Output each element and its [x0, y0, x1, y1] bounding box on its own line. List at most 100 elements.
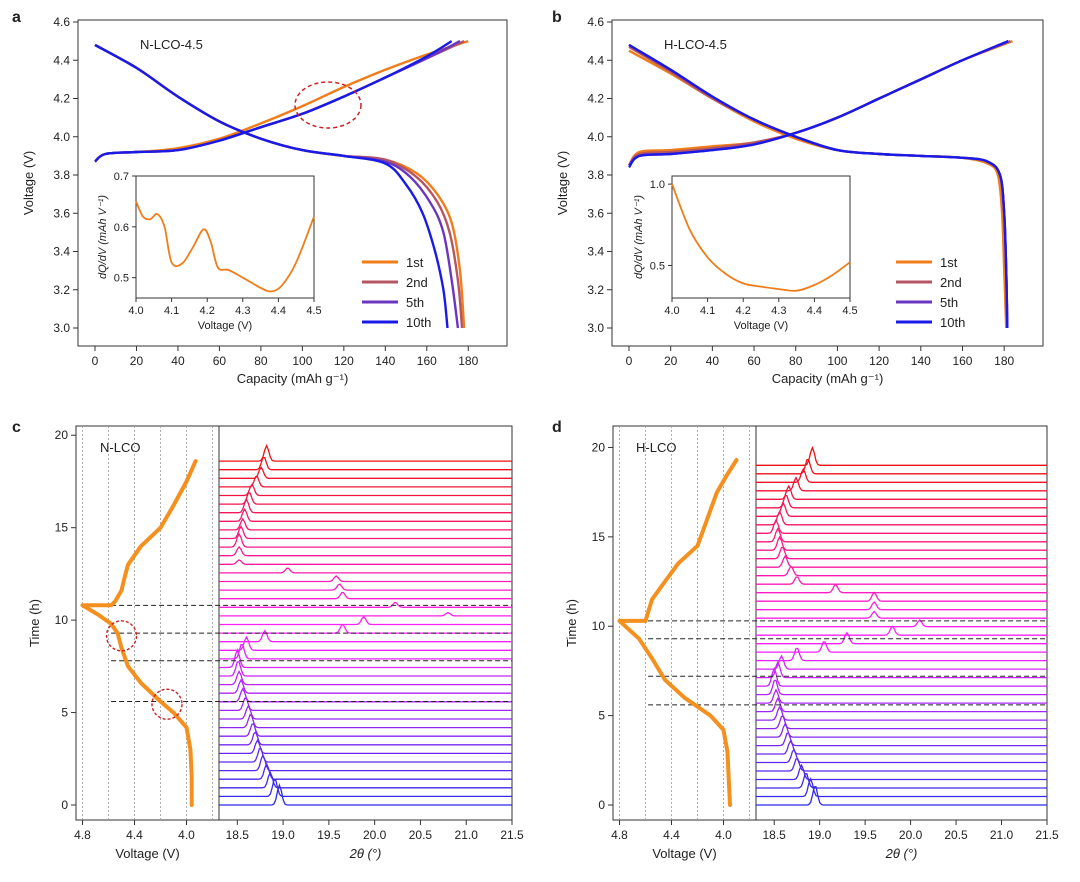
xrd-scan-c	[219, 444, 512, 462]
x-tick-label-a: 160	[417, 354, 437, 368]
x-tick-label-a: 80	[254, 354, 268, 368]
xrd-scan-c	[219, 687, 512, 703]
voltage-x-tick-label-d: 4.4	[663, 828, 680, 842]
xrd-scan-c	[219, 748, 512, 763]
time-y-tick-label-d: 15	[592, 530, 606, 544]
xrd-scan-d	[756, 484, 1047, 500]
xrd-scan-d	[756, 654, 1047, 670]
voltage-x-label-d: Voltage (V)	[652, 846, 716, 861]
xrd-scan-d	[756, 546, 1047, 560]
x-tick-label-b: 180	[994, 354, 1014, 368]
series-10th-charge-b	[628, 39, 1009, 169]
time-y-tick-label-d: 20	[592, 440, 606, 454]
inset-y-label-b: dQ/dV (mAh V⁻¹)	[633, 195, 645, 279]
xrd-frame-c	[218, 425, 513, 821]
y-tick-label-a: 3.6	[53, 206, 70, 220]
series-10th-discharge-b	[628, 43, 1009, 329]
x-tick-label-b: 20	[664, 354, 678, 368]
x-tick-label-a: 60	[213, 354, 227, 368]
time-y-tick-label-d: 5	[598, 709, 605, 723]
xrd-scan-d	[756, 660, 1047, 679]
y-tick-label-b: 3.0	[587, 321, 604, 335]
xrd-scan-c	[219, 635, 512, 651]
xrd-scan-c	[219, 476, 512, 488]
xrd-scan-c	[219, 498, 512, 514]
xrd-scan-d	[756, 518, 1047, 534]
xrd-scan-d	[756, 445, 1047, 466]
series-1st-charge-a	[94, 39, 469, 163]
xrd-scan-c	[219, 770, 512, 789]
inset-curve-b	[671, 183, 851, 292]
x-tick-label-b: 0	[626, 354, 633, 368]
xrd-scan-c	[219, 697, 512, 712]
xrd-scan-d	[756, 610, 1047, 619]
inset-y-tick-label-b: 0.5	[650, 260, 665, 272]
inset-y-tick-label-a: 0.7	[114, 171, 129, 183]
voltage-curve-d	[617, 458, 739, 807]
xrd-scan-d	[756, 625, 1047, 636]
voltage-frame-c	[75, 425, 220, 821]
xrd-scan-d	[756, 679, 1047, 696]
x-tick-label-a: 180	[458, 354, 478, 368]
xrd-scan-c	[219, 456, 512, 471]
xrd-scan-c	[219, 669, 512, 686]
xrd-scan-d	[756, 583, 1047, 594]
panel-title-b: H-LCO-4.5	[664, 37, 727, 52]
xrd-x-tick-label-c: 21.0	[455, 828, 479, 842]
time-y-label-d: Time (h)	[564, 599, 579, 647]
y-tick-label-b: 3.2	[587, 283, 604, 297]
time-y-tick-label-d: 10	[592, 619, 606, 633]
y-tick-label-b: 3.4	[587, 245, 604, 259]
xrd-scan-c	[219, 753, 512, 772]
y-tick-label-a: 3.2	[53, 283, 70, 297]
xrd-x-tick-label-c: 21.5	[500, 828, 524, 842]
inset-x-tick-label-b: 4.1	[700, 305, 715, 317]
xrd-scan-d	[756, 591, 1047, 602]
y-tick-label-a: 4.0	[53, 130, 70, 144]
xrd-scan-d	[756, 705, 1047, 721]
inset-x-label-a: Voltage (V)	[198, 320, 252, 332]
highlight-circle-c	[151, 688, 183, 720]
xrd-scan-d	[756, 494, 1047, 509]
inset-x-tick-label-a: 4.2	[200, 305, 215, 317]
xrd-x-tick-label-c: 20.0	[363, 828, 387, 842]
inset-y-label-a: dQ/dV (mAh V⁻¹)	[97, 195, 109, 279]
xrd-scan-d	[756, 631, 1047, 645]
xrd-scan-d	[756, 758, 1047, 772]
xrd-scan-c	[219, 783, 512, 806]
xrd-scan-c	[219, 730, 512, 746]
time-y-label-c: Time (h)	[27, 599, 42, 647]
xrd-scan-d	[756, 715, 1047, 730]
y-tick-label-b: 4.0	[587, 130, 604, 144]
x-tick-label-a: 20	[130, 354, 144, 368]
xrd-scan-c	[219, 624, 512, 634]
xrd-scan-d	[756, 732, 1047, 747]
legend-entry-2nd-b: 2nd	[940, 275, 962, 290]
xrd-scan-c	[219, 611, 512, 617]
x-tick-label-b: 80	[789, 354, 803, 368]
panel-title-c: N-LCO	[100, 440, 140, 455]
voltage-frame-d	[612, 425, 757, 821]
xrd-x-tick-label-c: 20.5	[409, 828, 433, 842]
inset-x-label-b: Voltage (V)	[734, 320, 788, 332]
inset-x-tick-label-b: 4.5	[842, 305, 857, 317]
series-10th-discharge-a	[94, 43, 449, 329]
legend-entry-10th-b: 10th	[940, 315, 965, 330]
xrd-scan-c	[219, 483, 512, 497]
inset-x-tick-label-a: 4.3	[235, 305, 250, 317]
x-tick-label-a: 40	[171, 354, 185, 368]
xrd-x-tick-label-d: 19.5	[853, 828, 877, 842]
xrd-x-label-c: 2θ (°)	[349, 846, 382, 861]
x-tick-label-b: 100	[827, 354, 847, 368]
y-tick-label-a: 4.2	[53, 92, 70, 106]
y-tick-label-b: 4.4	[587, 53, 604, 67]
xrd-scan-c	[219, 583, 512, 591]
x-axis-label-b: Capacity (mAh g⁻¹)	[772, 371, 884, 386]
xrd-scan-d	[756, 501, 1047, 517]
xrd-scan-d	[756, 739, 1047, 755]
x-tick-label-a: 100	[292, 354, 312, 368]
inset-x-tick-label-a: 4.1	[164, 305, 179, 317]
x-tick-label-b: 140	[911, 354, 931, 368]
x-tick-label-b: 120	[869, 354, 889, 368]
xrd-scan-d	[756, 696, 1047, 713]
